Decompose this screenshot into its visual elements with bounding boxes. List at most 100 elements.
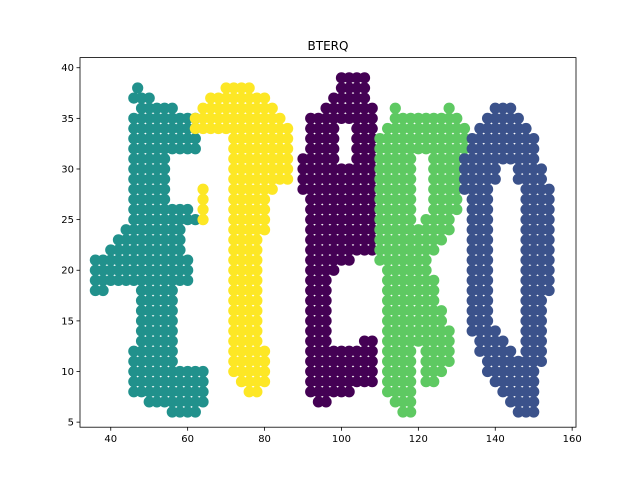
data-point [266, 183, 278, 195]
data-point [258, 365, 271, 378]
data-point [412, 234, 424, 246]
data-point [143, 92, 155, 104]
data-point [251, 284, 263, 297]
data-point [489, 365, 501, 378]
data-point [520, 295, 532, 307]
data-point [335, 203, 348, 216]
data-point [335, 92, 348, 104]
data-point [312, 112, 324, 124]
data-point [174, 122, 186, 135]
data-point [420, 335, 432, 347]
data-point [174, 274, 186, 286]
data-point [528, 365, 540, 378]
data-point [158, 224, 171, 236]
data-point [312, 284, 324, 297]
data-point [428, 355, 440, 367]
data-point [535, 355, 548, 367]
data-point [305, 183, 317, 195]
data-point [320, 335, 332, 347]
series-1 [189, 82, 294, 398]
data-point [151, 234, 163, 246]
y-tick-label: 35 [61, 114, 74, 125]
data-point [397, 203, 409, 216]
data-point [312, 305, 324, 317]
data-point [420, 214, 432, 226]
data-point [251, 203, 263, 216]
data-point [481, 122, 494, 135]
data-point [251, 102, 263, 114]
data-point [351, 82, 363, 94]
data-point [405, 274, 417, 286]
data-point [182, 143, 194, 155]
data-point [520, 386, 532, 398]
data-point [312, 315, 324, 327]
data-point [235, 305, 248, 317]
data-point [251, 386, 263, 398]
data-point [128, 122, 140, 135]
data-point [397, 406, 409, 418]
data-point [89, 274, 101, 286]
data-point [474, 325, 486, 337]
data-point [235, 122, 248, 135]
data-point [128, 112, 140, 124]
data-point [135, 355, 148, 367]
data-point [189, 112, 201, 124]
data-point [420, 224, 432, 236]
data-point [420, 355, 432, 367]
data-point [320, 102, 332, 114]
data-point [435, 234, 448, 246]
data-point [481, 193, 494, 205]
x-tick-label: 120 [409, 434, 428, 445]
data-point [328, 143, 340, 155]
data-point [158, 345, 171, 357]
data-point [405, 396, 417, 408]
data-point [305, 305, 317, 317]
data-point [451, 122, 463, 135]
data-point [166, 305, 178, 317]
data-point [481, 173, 494, 185]
data-point [528, 325, 540, 337]
data-point [374, 224, 386, 236]
data-point [151, 295, 163, 307]
data-point [374, 173, 386, 185]
data-point [428, 143, 440, 155]
data-point [535, 315, 548, 327]
data-point [520, 234, 532, 246]
data-point [512, 386, 524, 398]
data-point [328, 193, 340, 205]
data-point [435, 122, 448, 135]
data-point [243, 244, 255, 256]
data-point [405, 264, 417, 276]
data-point [435, 224, 448, 236]
data-point [535, 305, 548, 317]
data-point [182, 365, 194, 378]
data-point [328, 163, 340, 175]
data-point [405, 315, 417, 327]
data-point [135, 376, 148, 388]
data-point [397, 153, 409, 165]
data-point [128, 163, 140, 175]
data-point [374, 254, 386, 266]
data-point [512, 143, 524, 155]
data-point [312, 173, 324, 185]
data-point [166, 325, 178, 337]
data-point [135, 345, 148, 357]
y-tick-label: 30 [61, 164, 74, 175]
data-point [243, 82, 255, 94]
data-point [251, 183, 263, 195]
data-point [520, 173, 532, 185]
data-point [366, 345, 378, 357]
data-point [151, 214, 163, 226]
data-point [243, 335, 255, 347]
data-point [220, 82, 232, 94]
data-point [251, 305, 263, 317]
data-point [374, 234, 386, 246]
data-point [135, 92, 148, 104]
x-tick-label: 80 [258, 434, 271, 445]
data-point [497, 112, 509, 124]
data-point [335, 193, 348, 205]
data-point [182, 396, 194, 408]
data-point [481, 315, 494, 327]
data-point [451, 163, 463, 175]
data-point [251, 234, 263, 246]
